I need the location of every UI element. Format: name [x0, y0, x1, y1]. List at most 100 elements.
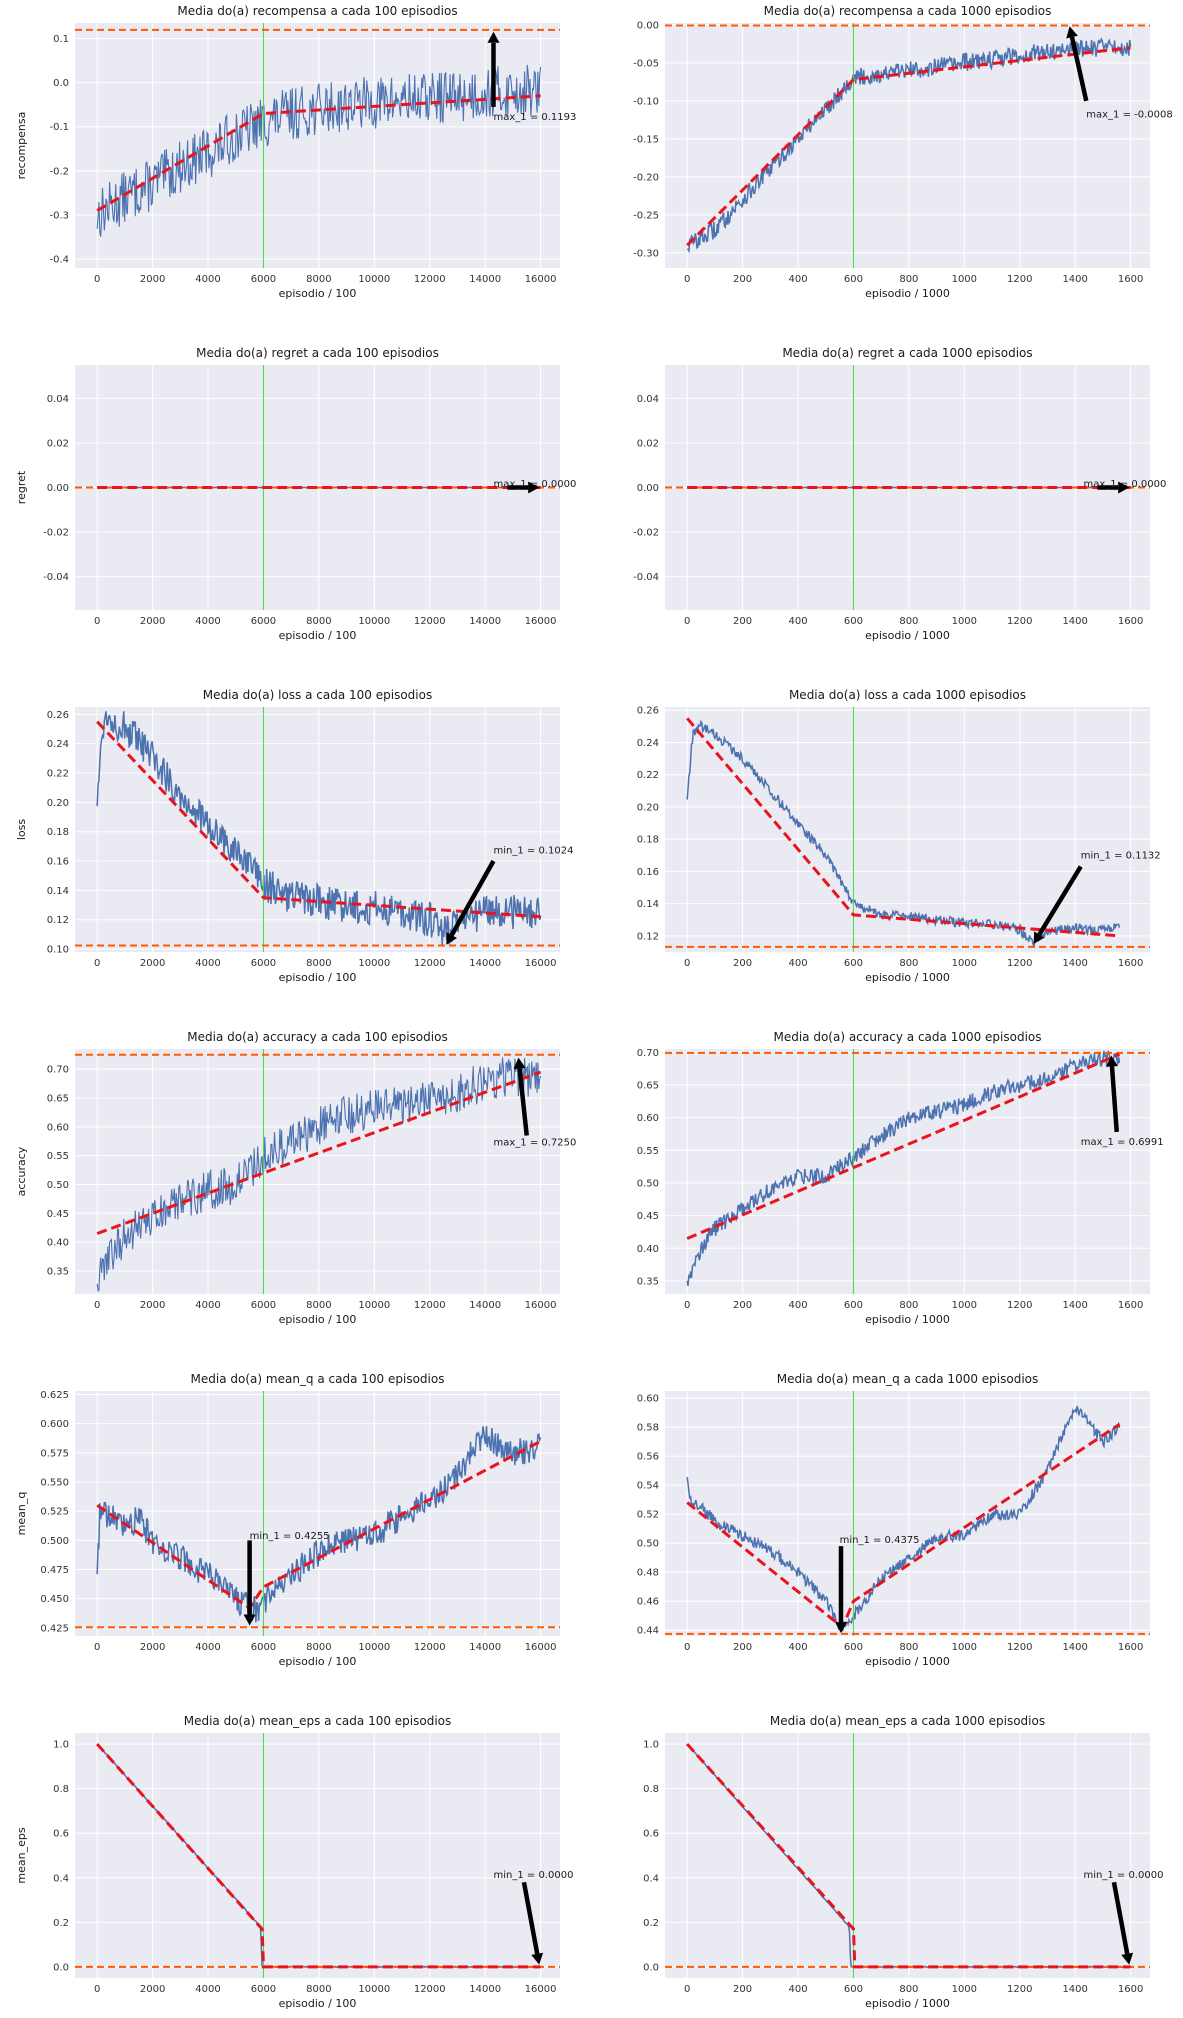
x-axis-label: episodio / 100 [279, 1313, 357, 1326]
y-tick-label: 0.35 [637, 1276, 659, 1287]
x-tick-label: 16000 [525, 958, 557, 969]
x-axis-label: episodio / 100 [279, 1655, 357, 1668]
x-tick-label: 2000 [140, 1984, 165, 1995]
annotation-label: max_1 = -0.0008 [1086, 110, 1172, 121]
series-line [96, 1057, 542, 1292]
x-tick-label: 12000 [414, 616, 446, 627]
x-tick-label: 16000 [525, 1984, 557, 1995]
chart-regret-100: 0 2000 4000 6000 8000 10000 12000 14000 16000 -0.… [15, 346, 576, 642]
chart-loss-1000: 0 200 400 600 800 1000 1200 1400 1600 0.12 0.14 0.1… [637, 688, 1161, 984]
y-tick-label: -0.30 [633, 248, 659, 259]
y-tick-label: 0.58 [637, 1423, 659, 1434]
chart-loss-100: 0 2000 4000 6000 8000 10000 12000 14000 16000 0.1… [15, 688, 573, 984]
x-tick-label: 1600 [1118, 1300, 1143, 1311]
annotation-arrowhead [513, 1057, 526, 1070]
x-tick-label: 1000 [952, 1642, 977, 1653]
x-tick-label: 0 [94, 616, 100, 627]
x-tick-label: 12000 [414, 1300, 446, 1311]
y-tick-label: 0.65 [637, 1080, 659, 1091]
annotation-arrow [1037, 865, 1083, 936]
x-tick-label: 1400 [1062, 958, 1087, 969]
x-tick-label: 10000 [358, 958, 390, 969]
chart-title: Media do(a) mean_eps a cada 100 episodio… [184, 1714, 452, 1728]
y-axis-label: recompensa [15, 112, 28, 180]
x-tick-label: 0 [94, 274, 100, 285]
y-tick-label: 0.20 [47, 798, 69, 809]
x-tick-label: 200 [733, 1300, 752, 1311]
y-tick-label: 0.70 [637, 1048, 659, 1059]
x-tick-label: 2000 [140, 1642, 165, 1653]
x-tick-label: 1600 [1118, 616, 1143, 627]
x-tick-label: 2000 [140, 274, 165, 285]
trend-line [686, 717, 1120, 938]
x-tick-label: 8000 [306, 958, 331, 969]
chart-mean_eps-100: 0 2000 4000 6000 8000 10000 12000 14000 16000 0.0… [15, 1714, 573, 2010]
x-tick-label: 400 [788, 616, 807, 627]
chart-title: Media do(a) regret a cada 100 episodios [196, 346, 439, 360]
x-tick-label: 1200 [1007, 1300, 1032, 1311]
y-tick-label: 0.12 [637, 931, 659, 942]
y-tick-label: 0.475 [40, 1565, 69, 1576]
x-tick-label: 400 [788, 1300, 807, 1311]
x-tick-label: 1200 [1007, 1984, 1032, 1995]
y-tick-label: 0.70 [47, 1065, 69, 1076]
chart-title: Media do(a) recompensa a cada 1000 episo… [764, 4, 1052, 18]
series-line [687, 37, 1132, 254]
y-tick-label: -0.05 [633, 58, 659, 69]
y-tick-label: 0.45 [47, 1209, 69, 1220]
annotation-arrowhead [528, 481, 540, 494]
x-tick-label: 800 [899, 616, 918, 627]
x-tick-label: 0 [684, 274, 690, 285]
annotation-arrow [1069, 36, 1089, 102]
chart-title: Media do(a) recompensa a cada 100 episod… [177, 4, 457, 18]
x-tick-label: 4000 [195, 616, 220, 627]
x-tick-label: 6000 [251, 1984, 276, 1995]
x-axis-label: episodio / 1000 [865, 1313, 950, 1326]
x-tick-label: 0 [684, 1642, 690, 1653]
x-tick-label: 16000 [525, 1300, 557, 1311]
y-tick-label: 0.35 [47, 1266, 69, 1277]
x-tick-label: 16000 [525, 616, 557, 627]
x-tick-label: 600 [844, 1642, 863, 1653]
y-tick-label: -0.1 [49, 122, 69, 133]
x-tick-label: 12000 [414, 274, 446, 285]
y-tick-label: -0.4 [49, 255, 69, 266]
y-tick-label: 0.20 [637, 802, 659, 813]
y-tick-label: 0.02 [47, 438, 69, 449]
x-tick-label: 1000 [952, 1984, 977, 1995]
x-tick-label: 16000 [525, 274, 557, 285]
y-tick-label: 0.18 [47, 827, 69, 838]
annotation-label: min_1 = 0.1024 [493, 846, 573, 857]
x-tick-label: 1600 [1118, 958, 1143, 969]
y-tick-label: -0.10 [633, 96, 659, 107]
y-tick-label: 0.525 [40, 1507, 69, 1518]
x-tick-label: 200 [733, 958, 752, 969]
x-tick-label: 8000 [306, 1642, 331, 1653]
x-tick-label: 600 [844, 958, 863, 969]
annotation-label: max_1 = 0.1193 [493, 112, 576, 123]
y-tick-label: 0.500 [40, 1536, 69, 1547]
annotation-arrowhead [531, 1952, 544, 1965]
chart-title: Media do(a) accuracy a cada 100 episodio… [187, 1030, 447, 1044]
plot-area [75, 1391, 560, 1636]
x-tick-label: 6000 [251, 958, 276, 969]
x-tick-label: 0 [684, 958, 690, 969]
x-tick-label: 4000 [195, 1984, 220, 1995]
plot-area [75, 23, 560, 268]
x-tick-label: 8000 [306, 616, 331, 627]
x-tick-label: 16000 [525, 1642, 557, 1653]
y-tick-label: 0.50 [637, 1539, 659, 1550]
x-tick-label: 1400 [1062, 1984, 1087, 1995]
series-line [96, 64, 542, 237]
plot-area [665, 1733, 1150, 1978]
x-tick-label: 10000 [358, 1300, 390, 1311]
y-tick-label: 0.16 [47, 857, 69, 868]
y-tick-label: 0.00 [637, 483, 659, 494]
x-axis-label: episodio / 100 [279, 1997, 357, 2010]
y-tick-label: -0.20 [633, 172, 659, 183]
y-tick-label: 0.40 [47, 1238, 69, 1249]
y-tick-label: 0.16 [637, 867, 659, 878]
annotation-arrow [521, 1881, 540, 1955]
y-tick-label: -0.25 [633, 210, 659, 221]
trend-line [686, 1743, 1131, 1969]
